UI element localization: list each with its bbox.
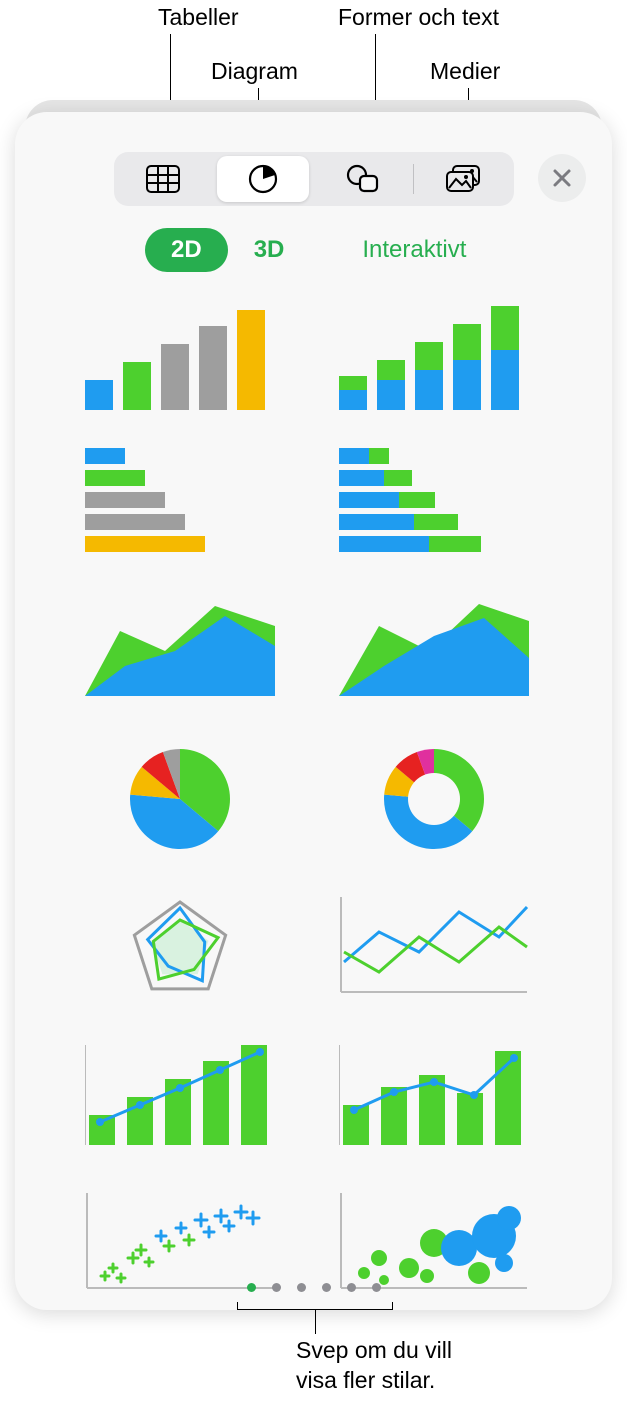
callout-tables: Tabeller	[158, 4, 239, 31]
close-button[interactable]	[538, 154, 586, 202]
chart-bubble[interactable]	[339, 1188, 529, 1298]
category-toolbar	[114, 152, 514, 206]
tables-icon	[146, 165, 180, 193]
page-dot[interactable]	[372, 1283, 381, 1292]
tab-2d[interactable]: 2D	[145, 228, 228, 272]
chart-line[interactable]	[339, 892, 529, 1002]
chart-grid	[15, 300, 612, 1298]
chart-pie[interactable]	[85, 744, 275, 854]
callout-shapes: Former och text	[338, 4, 499, 31]
close-icon	[552, 168, 572, 188]
tab-shapes[interactable]	[317, 156, 409, 202]
callout-line	[315, 1310, 316, 1334]
dimension-tabs: 2D 3D Interaktivt	[145, 228, 612, 272]
chart-donut[interactable]	[339, 744, 529, 854]
charts-icon	[247, 163, 279, 195]
chart-area[interactable]	[85, 596, 275, 706]
callout-swipe: Svep om du vill visa fler stilar.	[296, 1336, 452, 1396]
tab-media[interactable]	[418, 156, 510, 202]
chart-stacked-hbar[interactable]	[339, 448, 529, 558]
page-dot[interactable]	[247, 1283, 256, 1292]
chart-stacked-bar[interactable]	[339, 300, 529, 410]
callout-media: Medier	[430, 58, 500, 85]
chart-area2[interactable]	[339, 596, 529, 706]
chart-scatter[interactable]	[85, 1188, 275, 1298]
page-dot[interactable]	[322, 1283, 331, 1292]
tab-tables[interactable]	[118, 156, 210, 202]
page-dot[interactable]	[297, 1283, 306, 1292]
chart-bar[interactable]	[85, 300, 275, 410]
page-indicator[interactable]	[15, 1283, 612, 1292]
chart-combo[interactable]	[85, 1040, 275, 1150]
bracket	[237, 1302, 393, 1310]
insert-panel: 2D 3D Interaktivt	[15, 112, 612, 1310]
callout-charts: Diagram	[211, 58, 298, 85]
tab-3d[interactable]: 3D	[228, 228, 311, 272]
page-dot[interactable]	[272, 1283, 281, 1292]
chart-radar[interactable]	[85, 892, 275, 1002]
chart-hbar[interactable]	[85, 448, 275, 558]
tab-interactive[interactable]: Interaktivt	[336, 228, 492, 272]
page-dot[interactable]	[347, 1283, 356, 1292]
chart-combo2[interactable]	[339, 1040, 529, 1150]
media-icon	[445, 164, 483, 194]
tab-charts[interactable]	[217, 156, 309, 202]
shapes-icon	[346, 164, 380, 194]
toolbar-divider	[413, 164, 414, 194]
